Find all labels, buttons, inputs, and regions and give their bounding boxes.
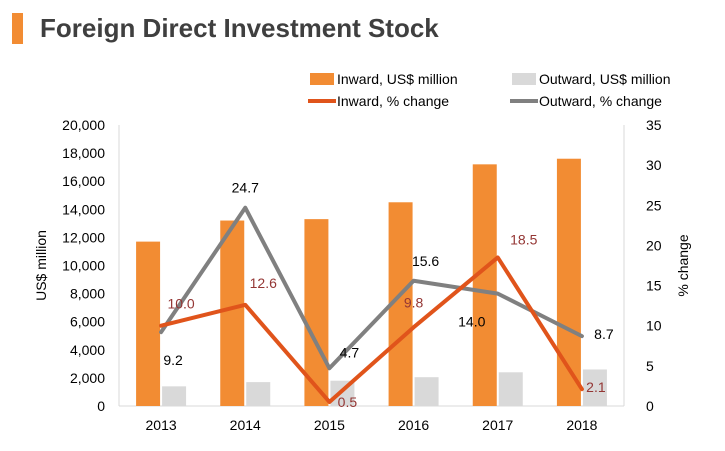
x-tick-label: 2014 <box>230 417 261 433</box>
x-tick-label: 2013 <box>146 417 177 433</box>
y-tick-label-left: 20,000 <box>62 117 105 133</box>
line-inward-change <box>159 255 584 404</box>
x-tick-label: 2018 <box>566 417 597 433</box>
legend-inward-change-label: Inward, % change <box>337 93 449 109</box>
y-tick-label-left: 2,000 <box>70 370 105 386</box>
y-tick-label-left: 6,000 <box>70 314 105 330</box>
y-axis-title-left: US$ million <box>33 230 49 301</box>
data-label-outward-change: 14.0 <box>458 314 485 330</box>
bar-inward <box>220 220 245 406</box>
y-tick-label-left: 10,000 <box>62 258 105 274</box>
y-tick-label-left: 0 <box>97 398 105 414</box>
data-label-outward-change: 9.2 <box>163 352 183 368</box>
data-label-outward-change: 8.7 <box>594 326 614 342</box>
y-tick-label-right: 5 <box>646 358 654 374</box>
legend-outward-usd-label: Outward, US$ million <box>539 71 671 87</box>
bar-outward <box>498 372 523 406</box>
y-tick-label-left: 14,000 <box>62 201 105 217</box>
x-tick-label: 2015 <box>314 417 345 433</box>
bar-outward <box>414 377 439 406</box>
y-tick-label-left: 16,000 <box>62 173 105 189</box>
data-label-inward-change: 2.1 <box>586 379 606 395</box>
bar-outward <box>582 369 607 406</box>
bar-inward <box>556 158 581 406</box>
y-tick-label-right: 10 <box>646 318 662 334</box>
bar-inward <box>136 241 161 406</box>
legend-inward-usd-swatch <box>310 73 334 85</box>
legend-outward-change-label: Outward, % change <box>539 93 662 109</box>
legend-inward-usd-label: Inward, US$ million <box>337 71 458 87</box>
bar-inward <box>472 164 497 406</box>
bar-outward <box>162 386 187 406</box>
y-tick-label-left: 18,000 <box>62 145 105 161</box>
y-tick-label-left: 12,000 <box>62 229 105 245</box>
data-label-outward-change: 15.6 <box>412 253 439 269</box>
y-tick-label-right: 30 <box>646 157 662 173</box>
y-axis-title-right: % change <box>675 234 691 296</box>
data-label-inward-change: 0.5 <box>338 394 358 410</box>
y-tick-label-right: 0 <box>646 398 654 414</box>
line-outward-change <box>159 205 584 371</box>
bar-outward <box>246 382 271 406</box>
data-label-outward-change: 4.7 <box>340 344 360 360</box>
data-label-inward-change: 18.5 <box>510 231 537 247</box>
data-label-inward-change: 12.6 <box>250 275 277 291</box>
y-tick-label-right: 15 <box>646 278 662 294</box>
data-label-inward-change: 9.8 <box>404 294 424 310</box>
x-tick-label: 2017 <box>482 417 513 433</box>
title-accent-bar <box>12 13 23 44</box>
y-tick-label-left: 4,000 <box>70 342 105 358</box>
legend-outward-usd-swatch <box>512 73 536 85</box>
data-label-outward-change: 24.7 <box>232 180 259 196</box>
data-label-inward-change: 10.0 <box>167 296 194 312</box>
y-tick-label-right: 25 <box>646 197 662 213</box>
y-tick-label-right: 20 <box>646 237 662 253</box>
x-tick-label: 2016 <box>398 417 429 433</box>
chart-title: Foreign Direct Investment Stock <box>40 13 439 43</box>
y-tick-label-left: 8,000 <box>70 286 105 302</box>
y-tick-label-right: 35 <box>646 117 662 133</box>
